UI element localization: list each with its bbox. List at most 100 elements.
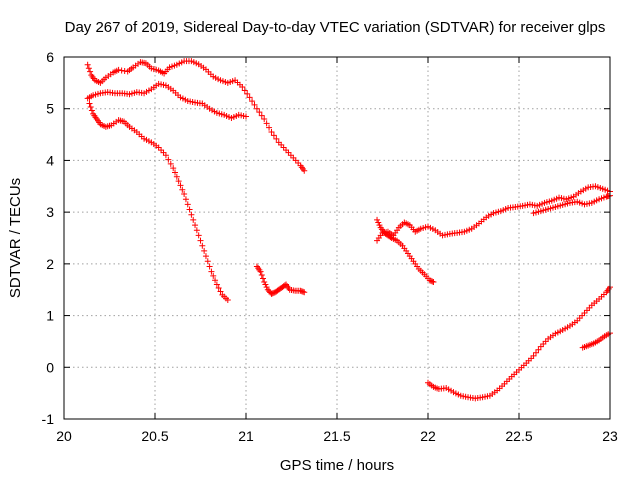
data-point [173,173,180,180]
data-point [376,222,383,229]
data-point [258,112,265,119]
data-point [118,67,125,74]
data-point [241,87,248,94]
data-point [251,101,258,108]
x-axis-label: GPS time / hours [280,457,394,474]
y-axis-label: SDTVAR / TECUs [7,178,24,298]
x-tick-label: 23 [602,428,618,444]
series-track-a [84,58,308,174]
series-track-e [374,216,437,285]
data-point [266,124,273,131]
chart-title: Day 267 of 2019, Sidereal Day-to-day VTE… [65,19,606,36]
data-point [243,113,249,120]
data-point [212,277,219,284]
data-point [217,288,224,295]
y-tick-label: 3 [46,204,54,220]
data-point [535,346,542,353]
data-point [261,278,268,285]
data-point [244,90,251,97]
data-point [253,105,260,112]
series-track-h [425,284,613,402]
data-point [273,135,280,142]
y-tick-label: 1 [46,308,54,324]
data-point [249,98,256,105]
data-points [84,58,613,402]
data-point [181,191,188,198]
data-point [177,182,184,189]
data-point [195,232,202,239]
series-track-c [86,100,231,304]
y-tick-label: 4 [46,152,54,168]
data-point [429,278,436,285]
data-point [210,272,217,279]
data-point [215,284,222,291]
data-point [239,83,246,90]
series-track-b [84,80,249,122]
data-point [224,297,231,304]
grid [64,57,610,419]
series-track-g [530,192,613,217]
series-track-f [374,183,613,244]
x-tick-label: 21 [238,428,254,444]
x-tick-label: 21.5 [323,428,350,444]
x-tick-label: 20.5 [141,428,168,444]
data-point [172,169,179,176]
data-point [301,167,308,174]
plot-frame [63,56,611,420]
series-track-d [253,263,308,297]
data-point [86,100,93,107]
data-point [208,268,215,275]
data-point [121,67,128,74]
data-point [301,289,308,296]
x-tick-label: 20 [56,428,72,444]
data-point [262,281,269,288]
data-point [246,94,253,101]
data-point [532,349,539,356]
data-point [199,242,206,249]
x-tick-label: 22 [420,428,436,444]
data-point [268,128,275,135]
data-point [258,272,265,279]
data-point [182,196,189,203]
data-point [300,288,307,295]
data-point [190,216,197,223]
data-point [263,284,270,291]
data-point [186,206,193,213]
data-point [85,65,92,72]
data-point [192,222,199,229]
data-point [204,258,211,265]
y-tick-label: 2 [46,256,54,272]
y-tick-label: 0 [46,359,54,375]
data-point [530,352,537,359]
data-point [206,263,213,270]
y-tick-label: 6 [46,49,54,65]
data-point [197,237,204,244]
data-point [213,281,220,288]
data-point [115,66,122,73]
data-point [270,132,277,139]
data-point [87,68,94,75]
data-point [261,116,268,123]
data-point [87,103,94,110]
data-point [188,211,195,218]
data-point [257,268,264,275]
data-point [387,234,394,241]
data-point [375,219,382,226]
x-tick-label: 22.5 [505,428,532,444]
data-point [170,165,177,172]
data-point [374,216,381,223]
data-point [84,61,91,68]
data-point [88,107,95,114]
data-point [202,253,209,260]
data-point [430,278,437,285]
data-point [184,201,191,208]
data-point [179,186,186,193]
data-point [175,178,182,185]
data-point [201,247,208,254]
data-point [165,156,172,163]
y-tick-label: 5 [46,101,54,117]
data-point [193,227,200,234]
y-tick-label: -1 [42,411,55,427]
